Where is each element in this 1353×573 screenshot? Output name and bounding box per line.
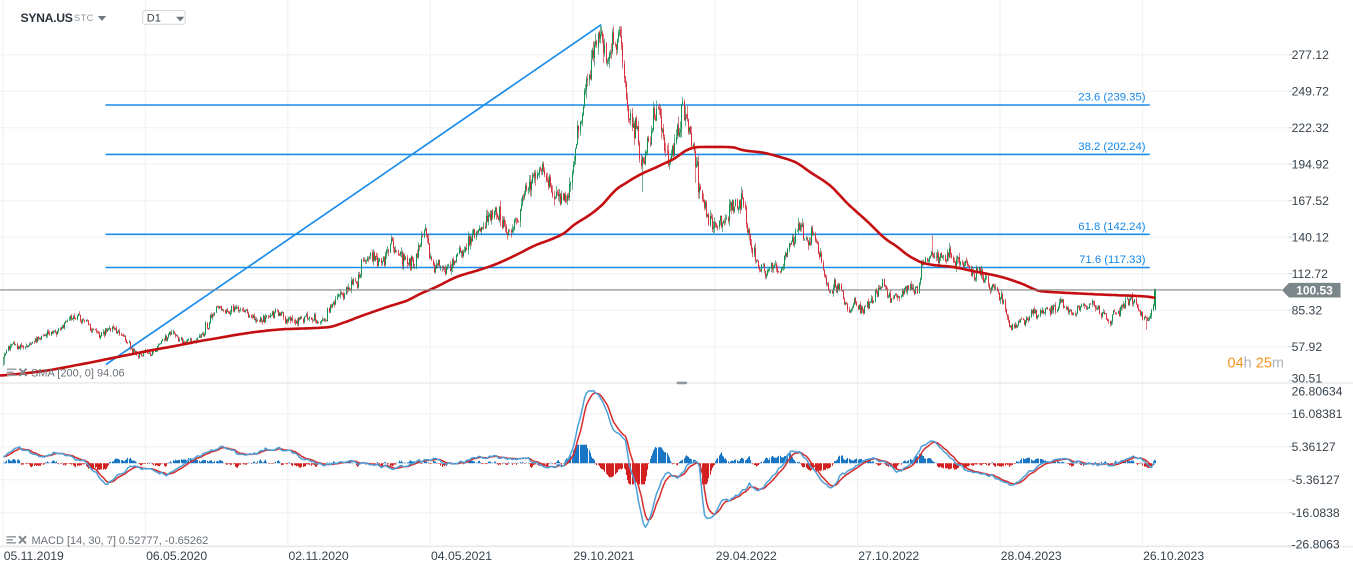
svg-text:MACD [14, 30, 7] 0.52777, -0.6: MACD [14, 30, 7] 0.52777, -0.65262 [32,535,209,547]
svg-text:28.04.2023: 28.04.2023 [1001,549,1062,563]
svg-text:277.12: 277.12 [1292,48,1329,62]
svg-text:100.53: 100.53 [1296,283,1333,297]
svg-text:29.04.2022: 29.04.2022 [716,549,777,563]
svg-text:04.05.2021: 04.05.2021 [431,549,492,563]
svg-text:5.36127: 5.36127 [1292,440,1336,454]
svg-text:-26.8063: -26.8063 [1292,537,1340,551]
svg-text:167.52: 167.52 [1292,194,1329,208]
svg-text:140.12: 140.12 [1292,231,1329,245]
svg-text:23.6 (239.35): 23.6 (239.35) [1078,92,1145,104]
svg-text:-16.0838: -16.0838 [1292,506,1340,520]
svg-text:D1: D1 [147,12,161,24]
svg-text:30.51: 30.51 [1292,371,1323,385]
svg-text:71.6 (117.33): 71.6 (117.33) [1079,254,1146,266]
svg-text:STC: STC [74,13,94,23]
svg-text:SMA [200, 0] 94.06: SMA [200, 0] 94.06 [31,368,125,380]
svg-text:194.92: 194.92 [1292,158,1329,172]
svg-text:26.10.2023: 26.10.2023 [1143,549,1204,563]
svg-text:16.08381: 16.08381 [1292,407,1343,421]
svg-text:57.92: 57.92 [1292,340,1323,354]
svg-text:222.32: 222.32 [1292,121,1329,135]
svg-text:38.2 (202.24): 38.2 (202.24) [1078,141,1145,153]
svg-text:26.80634: 26.80634 [1292,385,1343,399]
svg-text:06.05.2020: 06.05.2020 [146,549,207,563]
svg-text:02.11.2020: 02.11.2020 [289,549,349,563]
svg-text:249.72: 249.72 [1292,85,1329,99]
svg-text:112.72: 112.72 [1292,267,1329,281]
svg-text:04h 25m: 04h 25m [1228,356,1284,372]
svg-text:27.10.2022: 27.10.2022 [858,549,919,563]
svg-text:85.32: 85.32 [1292,304,1323,318]
svg-text:61.8 (142.24): 61.8 (142.24) [1078,221,1145,233]
svg-text:05.11.2019: 05.11.2019 [4,549,64,563]
svg-text:SYNA.US: SYNA.US [21,11,73,25]
svg-text:29.10.2021: 29.10.2021 [573,549,634,563]
svg-text:-5.36127: -5.36127 [1292,473,1340,487]
